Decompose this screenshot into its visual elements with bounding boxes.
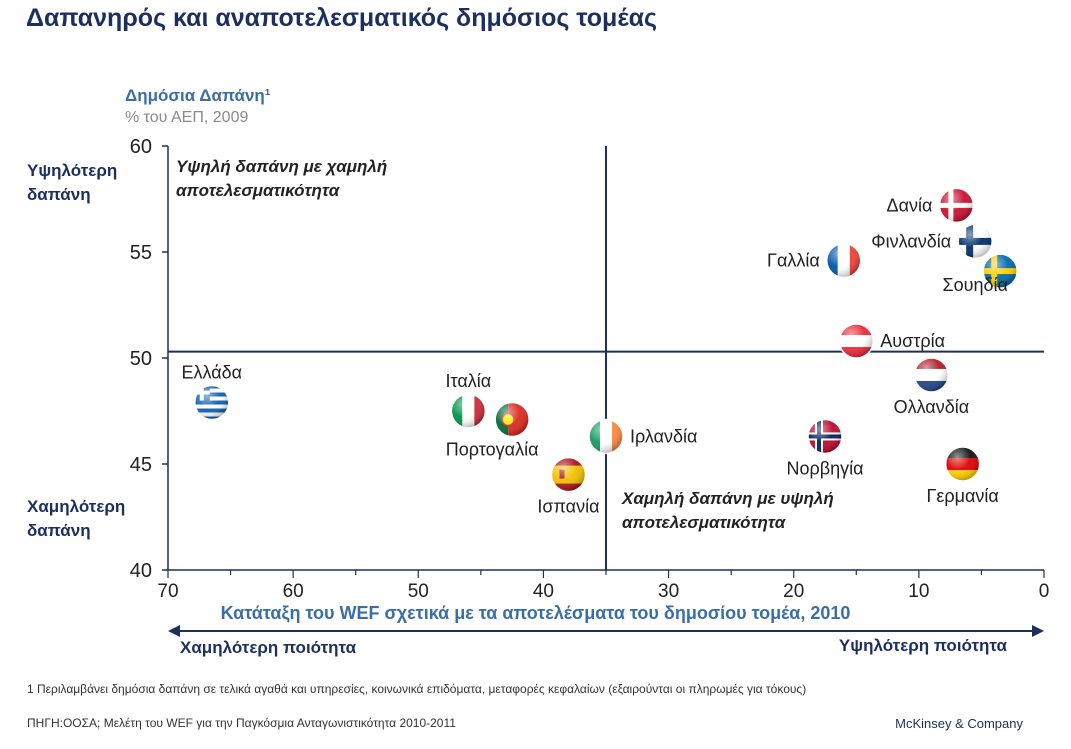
data-label-portugal: Πορτογαλία: [446, 439, 539, 459]
data-label-netherlands: Ολλανδία: [894, 397, 970, 417]
y-tick-label: 60: [130, 136, 152, 158]
data-point-france: [826, 242, 862, 279]
y-tick-label: 55: [130, 242, 152, 264]
quadrant-top-left-label: Υψηλή δαπάνη με χαμηλή αποτελεσματικότητ…: [176, 157, 388, 200]
lower-spending-label: Χαμηλότερη δαπάνη: [27, 497, 126, 540]
arrow-left-head: [168, 625, 180, 637]
page-title: Δαπανηρός και αναποτελεσματικός δημόσιος…: [26, 4, 657, 32]
data-point-italy: [450, 393, 487, 429]
data-point-spain: [550, 456, 587, 493]
brand-logo: McKinsey & Company: [895, 716, 1023, 731]
y-axis-sublabel: % του ΑΕΠ, 2009: [125, 109, 249, 126]
x-tick-label: 0: [1039, 581, 1050, 602]
data-label-norway: Νορβηγία: [786, 458, 863, 478]
lower-quality-label: Χαμηλότερη ποιότητα: [180, 638, 357, 657]
data-point-greece: [194, 384, 230, 421]
data-label-italy: Ιταλία: [446, 371, 492, 391]
x-tick-label: 10: [908, 581, 929, 602]
data-point-germany: [944, 446, 981, 482]
y-tick-label: 50: [130, 348, 152, 370]
data-label-finland: Φινλανδία: [871, 231, 951, 251]
data-label-greece: Ελλάδα: [182, 363, 243, 383]
data-point-finland: [957, 223, 993, 260]
x-tick-label: 20: [783, 581, 804, 602]
data-point-norway: [807, 418, 843, 455]
x-tick-label: 60: [283, 581, 304, 602]
data-point-denmark: [938, 187, 975, 224]
data-label-ireland: Ιρλανδία: [630, 426, 697, 446]
data-label-denmark: Δανία: [887, 195, 933, 215]
x-tick-label: 40: [533, 581, 554, 602]
arrow-right-head: [1032, 625, 1044, 637]
x-tick-label: 50: [408, 581, 429, 602]
y-tick-label: 45: [130, 454, 152, 476]
data-point-netherlands: [913, 357, 950, 393]
higher-spending-label: Υψηλότερη δαπάνη: [27, 161, 118, 204]
source-note: ΠΗΓΗ:ΟΟΣΑ; Μελέτη του WEF για την Παγκόσ…: [27, 716, 456, 730]
data-point-ireland: [588, 418, 624, 455]
quadrant-bottom-right-label: Χαμηλή δαπάνη με υψηλή αποτελεσματικότητ…: [622, 489, 834, 532]
x-tick-label: 30: [658, 581, 679, 602]
y-axis-label: Δημόσια Δαπάνη¹: [125, 86, 271, 105]
data-label-france: Γαλλία: [767, 250, 820, 270]
data-point-austria: [838, 323, 875, 359]
data-label-sweden: Σουηδία: [942, 275, 1007, 295]
footnote: 1 Περιλαμβάνει δημόσια δαπάνη σε τελικά …: [27, 682, 807, 696]
data-label-spain: Ισπανία: [537, 497, 599, 517]
higher-quality-label: Υψηλότερη ποιότητα: [838, 636, 1007, 655]
y-tick-label: 40: [130, 560, 152, 582]
x-tick-label: 70: [157, 581, 178, 602]
data-label-germany: Γερμανία: [926, 486, 998, 506]
data-point-sweden: [982, 253, 1018, 289]
x-axis-title: Κατάταξη του WEF σχετικά με τα αποτελέσμ…: [220, 603, 851, 623]
data-label-austria: Αυστρία: [880, 331, 945, 351]
data-point-portugal: [494, 401, 530, 438]
